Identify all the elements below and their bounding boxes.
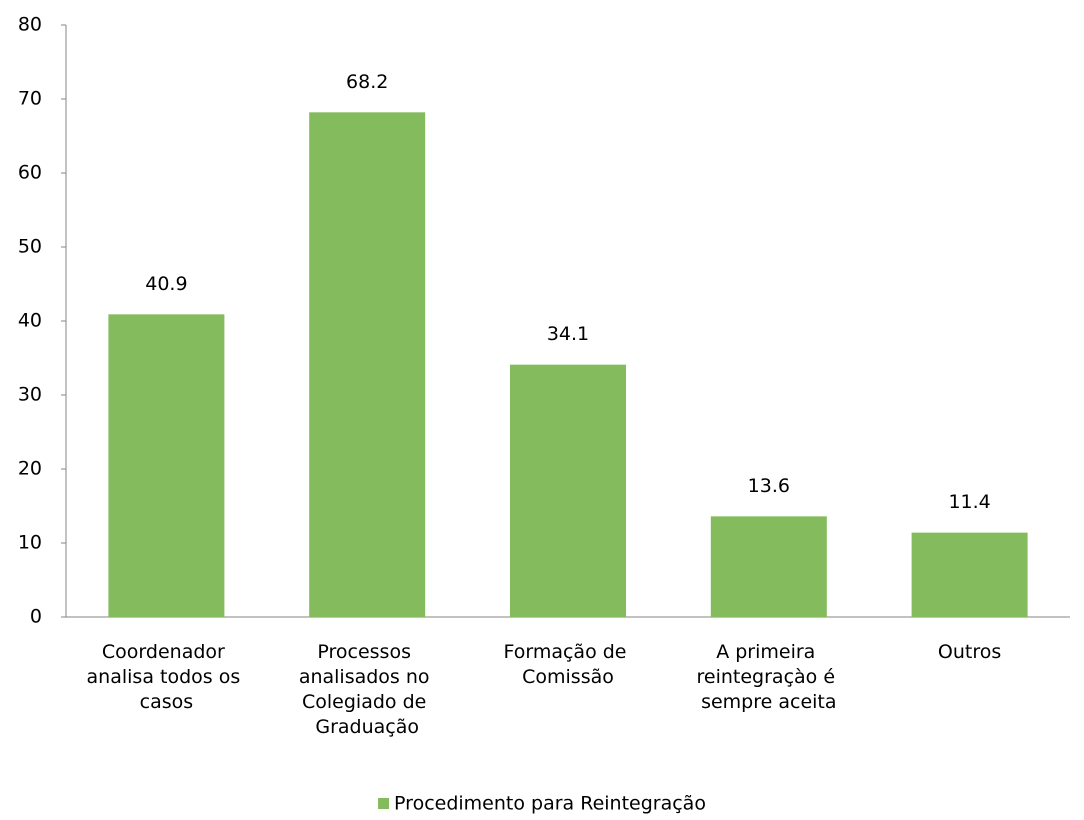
data-label: 68.2: [346, 71, 388, 93]
bar: [108, 314, 225, 617]
y-tick-label: 80: [18, 14, 42, 36]
legend-label: Procedimento para Reintegração: [394, 793, 706, 815]
y-tick-label: 0: [30, 606, 42, 628]
data-label: 13.6: [748, 475, 790, 497]
x-tick-label: Outros: [938, 641, 1001, 663]
x-tick-label: Formação de Comissão: [503, 641, 632, 688]
y-tick-label: 40: [18, 310, 42, 332]
data-label: 40.9: [145, 273, 187, 295]
y-tick-label: 10: [18, 532, 42, 554]
x-tick-label: A primeira reintegraçào é sempre aceita: [697, 641, 842, 713]
data-label: 34.1: [547, 323, 589, 345]
y-tick-label: 20: [18, 458, 42, 480]
y-tick-label: 30: [18, 384, 42, 406]
y-tick-label: 70: [18, 88, 42, 110]
bar: [510, 364, 626, 617]
x-tick-label: Processos analisados no Colegiado de Gra…: [299, 641, 436, 738]
data-label: 11.4: [948, 491, 990, 513]
bar: [710, 516, 827, 617]
legend-swatch: [378, 798, 390, 809]
y-tick-label: 60: [18, 162, 42, 184]
bar: [309, 112, 426, 617]
y-tick-label: 50: [18, 236, 42, 258]
bar: [911, 532, 1028, 617]
x-tick-label: Coordenador analisa todos os casos: [87, 641, 247, 713]
